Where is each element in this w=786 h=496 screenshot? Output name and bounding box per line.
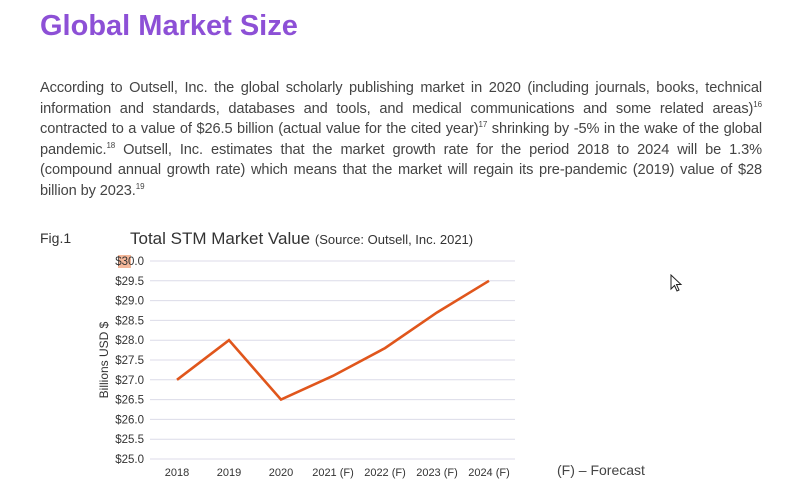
footnote-ref[interactable]: 18 [106,140,116,150]
footnote-ref[interactable]: 17 [478,120,488,130]
y-tick-label: $28.0 [115,335,144,347]
x-tick-label: 2023 (F) [416,467,458,479]
forecast-note: (F) – Forecast [557,462,645,478]
mouse-cursor-icon [670,273,684,299]
chart-subtitle: (Source: Outsell, Inc. 2021) [314,232,474,247]
y-tick-label: $29.0 [115,296,144,308]
y-tick-label: $25.5 [115,434,144,446]
x-tick-label: 2020 [269,467,293,479]
paragraph-text: contracted to a value of $26.5 billion (… [40,121,479,138]
text-highlight [118,255,131,268]
y-axis-label: Billions USD $ [97,321,111,398]
y-tick-label: $30.0 [115,256,144,268]
paragraph-text: shrinking by -5% in the wake of the glob… [40,121,762,158]
footnote-ref[interactable]: 19 [135,182,145,192]
y-tick-label: $27.5 [115,355,144,367]
y-tick-label: $26.0 [115,414,144,426]
chart-title-text: Total STM Market Value [130,229,311,248]
x-tick-label: 2022 (F) [364,467,406,479]
x-tick-label: 2018 [165,467,189,479]
figure-label: Fig.1 [40,230,72,246]
y-tick-label: $29.5 [115,276,144,288]
paragraph-text: Outsell, Inc. estimates that the market … [40,141,762,199]
page-heading: Global Market Size [40,10,298,42]
body-paragraph: According to Outsell, Inc. the global sc… [40,78,762,202]
x-tick-label: 2021 (F) [312,467,354,479]
y-tick-label: $26.5 [115,395,144,407]
x-tick-label: 2019 [217,467,241,479]
x-tick-label: 2024 (F) [468,467,510,479]
chart-title: Total STM Market Value (Source: Outsell,… [130,229,473,249]
y-tick-label: $27.0 [115,375,144,387]
y-tick-label: $25.0 [115,454,144,466]
y-tick-label: $28.5 [115,315,144,327]
paragraph-text: According to Outsell, Inc. the global sc… [40,80,762,117]
footnote-ref[interactable]: 16 [753,99,762,109]
